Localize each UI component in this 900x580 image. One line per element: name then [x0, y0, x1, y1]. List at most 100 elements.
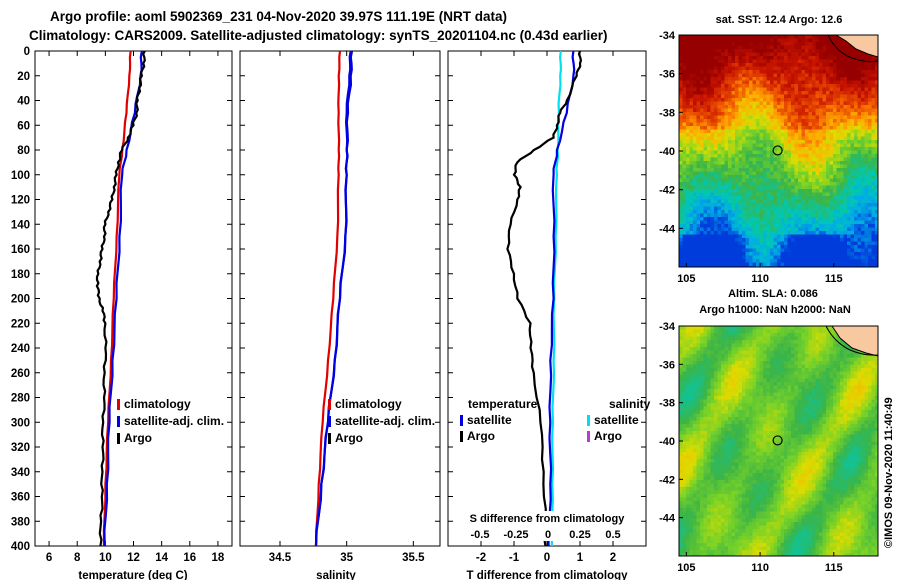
sst-cell — [696, 231, 701, 235]
sst-cell — [875, 66, 878, 71]
sst-cell — [861, 210, 865, 214]
sla-cell — [854, 361, 858, 365]
sst-cell — [724, 171, 729, 176]
sst-cell — [742, 189, 746, 193]
sst-cell — [689, 262, 694, 267]
sst-cell — [770, 105, 774, 109]
sst-cell — [857, 105, 862, 109]
sst-cell — [724, 42, 729, 46]
sst-cell — [798, 126, 802, 130]
sst-cell — [833, 38, 837, 43]
sla-cell — [689, 378, 694, 383]
sst-cell — [794, 185, 799, 190]
sst-cell — [791, 171, 795, 176]
sst-cell — [763, 245, 767, 249]
sst-cell — [752, 217, 757, 221]
sst-cell — [808, 262, 813, 267]
sst-cell — [682, 227, 687, 232]
sst-cell — [798, 70, 802, 74]
sst-cell — [854, 259, 858, 263]
sst-cell — [826, 80, 830, 85]
sst-cell — [738, 42, 743, 46]
sst-cell — [871, 203, 876, 207]
sla-cell — [700, 378, 704, 383]
sst-cell — [773, 189, 778, 193]
sst-cell — [686, 115, 690, 120]
sst-cell — [805, 52, 809, 57]
sst-cell — [710, 59, 715, 64]
sst-cell — [875, 164, 878, 169]
sst-cell — [742, 262, 746, 267]
sst-cell — [721, 112, 725, 116]
sst-cell — [805, 185, 809, 190]
temperature-legend-swatch — [117, 433, 120, 444]
sst-cell — [773, 126, 778, 130]
sst-cell — [735, 175, 739, 179]
sst-cell — [812, 143, 816, 148]
sst-cell — [714, 199, 718, 204]
sst-cell — [682, 115, 687, 120]
sst-cell — [812, 59, 816, 64]
sst-cell — [686, 171, 690, 176]
sst-cell — [745, 196, 750, 200]
sst-cell — [843, 168, 848, 172]
sst-cell — [731, 49, 736, 53]
sst-cell — [805, 115, 809, 120]
sst-cell — [752, 122, 757, 127]
sst-cell — [829, 224, 834, 228]
sst-cell — [749, 59, 753, 64]
sst-cell — [780, 73, 785, 78]
sla-cell — [822, 333, 827, 337]
sst-cell — [857, 175, 862, 179]
sla-cell — [798, 371, 802, 376]
sla-cell — [798, 350, 802, 355]
sla-cell — [826, 354, 830, 358]
sst-cell — [815, 52, 820, 57]
sst-cell — [829, 147, 834, 151]
sst-cell — [689, 122, 694, 127]
sst-cell — [822, 231, 827, 235]
sst-cell — [742, 227, 746, 232]
sst-cell — [707, 42, 711, 46]
sst-cell — [808, 220, 813, 225]
sst-cell — [836, 168, 841, 172]
sst-cell — [826, 192, 830, 197]
sst-cell — [868, 84, 872, 88]
sst-cell — [780, 224, 785, 228]
sst-cell — [721, 91, 725, 95]
sst-cell — [759, 87, 764, 92]
sst-cell — [850, 94, 855, 99]
sst-cell — [833, 262, 837, 267]
sla-cell — [763, 357, 767, 362]
sst-cell — [728, 115, 732, 120]
sst-cell — [812, 157, 816, 162]
sst-cell — [773, 217, 778, 221]
sst-cell — [700, 112, 704, 116]
sst-cell — [749, 255, 753, 260]
sst-cell — [738, 87, 743, 92]
sst-cell — [787, 168, 792, 172]
sst-cell — [731, 182, 736, 186]
sst-cell — [686, 126, 690, 130]
sst-cell — [857, 220, 862, 225]
sst-cell — [735, 213, 739, 218]
sla-cell — [798, 354, 802, 358]
sst-cell — [777, 213, 781, 218]
sla-cell — [875, 357, 878, 362]
sla-cell — [679, 350, 683, 355]
sst-cell — [696, 101, 701, 106]
sla-cell — [784, 368, 788, 372]
sst-cell — [763, 119, 767, 123]
depth-tick-label: 120 — [11, 195, 30, 207]
sst-cell — [864, 80, 869, 85]
sst-cell — [812, 238, 816, 242]
sla-cell — [710, 361, 715, 365]
sla-cell — [784, 343, 788, 348]
sst-cell — [815, 157, 820, 162]
sst-cell — [742, 210, 746, 214]
sst-cell — [808, 252, 813, 256]
temperature-argo-line — [95, 50, 146, 547]
sla-cell — [717, 329, 722, 334]
sst-cell — [787, 77, 792, 81]
sst-cell — [689, 150, 694, 155]
